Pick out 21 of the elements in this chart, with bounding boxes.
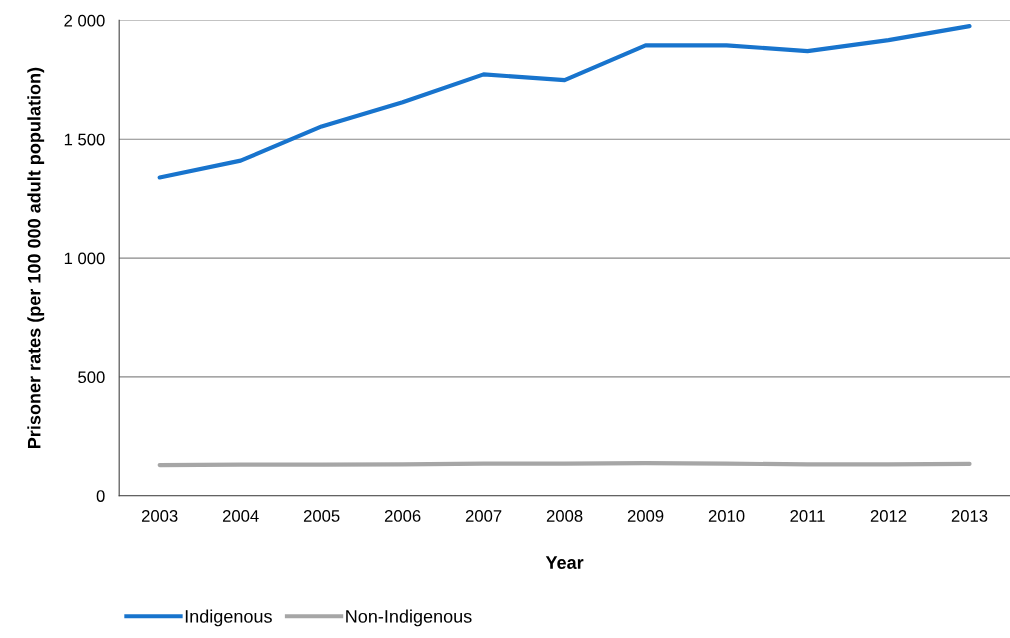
line-series <box>157 24 972 180</box>
y-tick-label: 1 000 <box>64 252 105 265</box>
x-tick-label: 2011 <box>790 510 825 522</box>
y-axis-title: Prisoner rates (per 100 000 adult population) <box>27 67 45 448</box>
y-tick-label: 500 <box>78 371 105 384</box>
x-tick-label: 2005 <box>303 510 340 522</box>
y-tick-label: 1 500 <box>64 133 105 146</box>
x-tick-label: 2008 <box>546 510 583 522</box>
x-tick-label: 2013 <box>951 510 988 522</box>
x-tick-label: 2012 <box>870 510 907 522</box>
x-axis-title: Year <box>545 556 584 569</box>
x-tick-label: 2010 <box>708 510 745 522</box>
x-tick-label: 2007 <box>465 510 502 522</box>
x-tick-label: 2009 <box>627 510 664 522</box>
x-tick-label: 2004 <box>222 510 259 522</box>
x-tick-label: 2006 <box>384 510 421 522</box>
y-tick-label: 2 000 <box>64 14 105 27</box>
x-tick-label: 2003 <box>141 510 178 522</box>
legend-label: Non-Indigenous <box>346 609 472 627</box>
y-tick-label: 0 <box>96 490 105 502</box>
legend-label: Indigenous <box>185 609 272 627</box>
